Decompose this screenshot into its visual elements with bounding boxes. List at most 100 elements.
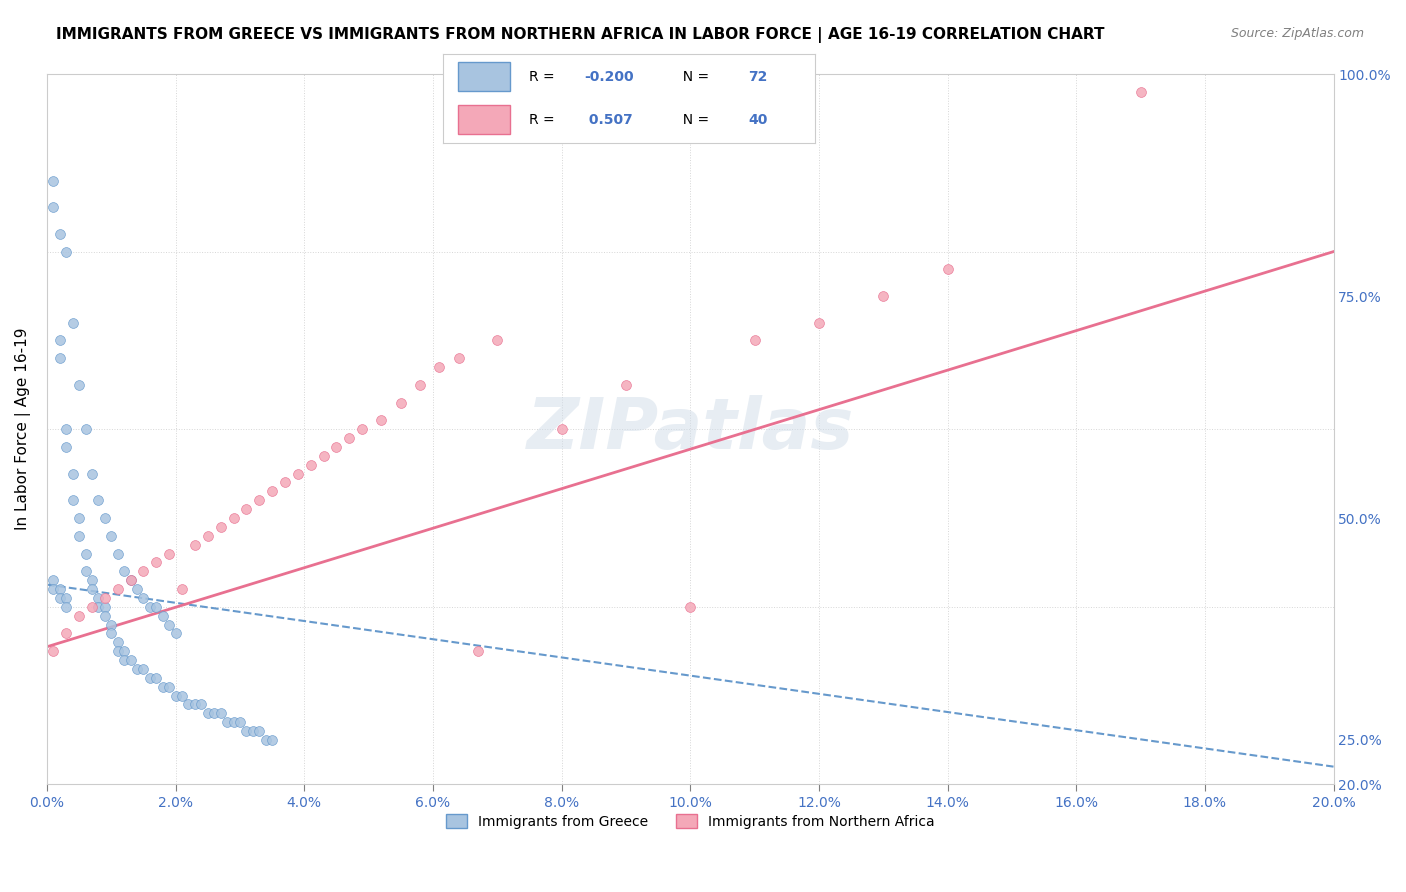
Point <box>42 173 65 187</box>
Point <box>177 698 200 712</box>
Point <box>80 467 103 481</box>
FancyBboxPatch shape <box>458 62 510 91</box>
Point <box>67 511 90 525</box>
Point <box>312 449 335 463</box>
Point <box>49 227 72 241</box>
Point <box>337 431 360 445</box>
Point <box>67 608 90 623</box>
FancyBboxPatch shape <box>458 105 510 134</box>
Point <box>49 582 72 596</box>
Point <box>80 582 103 596</box>
Point <box>55 440 77 454</box>
Point <box>614 377 637 392</box>
Point <box>242 724 264 739</box>
Point <box>145 599 167 614</box>
Point <box>67 377 90 392</box>
Point <box>107 547 129 561</box>
Text: ZIPatlas: ZIPatlas <box>527 394 853 464</box>
Text: 0.507: 0.507 <box>585 112 633 127</box>
Y-axis label: In Labor Force | Age 16-19: In Labor Force | Age 16-19 <box>15 328 31 531</box>
Point <box>62 316 84 330</box>
Point <box>112 644 135 658</box>
Point <box>55 422 77 436</box>
Text: 40: 40 <box>748 112 768 127</box>
Point <box>94 599 117 614</box>
Legend: Immigrants from Greece, Immigrants from Northern Africa: Immigrants from Greece, Immigrants from … <box>440 808 941 834</box>
Point <box>87 493 110 508</box>
Point <box>170 582 193 596</box>
Point <box>170 689 193 703</box>
Point <box>807 316 830 330</box>
Text: IMMIGRANTS FROM GREECE VS IMMIGRANTS FROM NORTHERN AFRICA IN LABOR FORCE | AGE 1: IMMIGRANTS FROM GREECE VS IMMIGRANTS FRO… <box>56 27 1105 43</box>
Point <box>325 440 347 454</box>
Text: R =: R = <box>529 70 558 84</box>
Point <box>299 458 322 472</box>
Point <box>125 662 148 676</box>
Point <box>165 626 187 640</box>
Point <box>55 244 77 259</box>
Point <box>254 733 277 747</box>
Point <box>80 599 103 614</box>
Point <box>145 555 167 569</box>
Point <box>184 698 207 712</box>
Point <box>157 680 180 694</box>
Point <box>486 334 509 348</box>
Point <box>370 413 392 427</box>
Point <box>62 493 84 508</box>
Point <box>427 359 450 374</box>
Text: 72: 72 <box>748 70 768 84</box>
Text: Source: ZipAtlas.com: Source: ZipAtlas.com <box>1230 27 1364 40</box>
Point <box>100 626 122 640</box>
Point <box>100 529 122 543</box>
Point <box>107 582 129 596</box>
Point <box>55 599 77 614</box>
Point <box>55 591 77 605</box>
Point <box>145 671 167 685</box>
Point <box>55 626 77 640</box>
Point <box>287 467 309 481</box>
Point <box>112 653 135 667</box>
Point <box>139 599 162 614</box>
Point <box>197 529 219 543</box>
Point <box>550 422 572 436</box>
Point <box>274 475 297 490</box>
Point <box>235 724 257 739</box>
Point <box>679 599 702 614</box>
Text: R =: R = <box>529 112 558 127</box>
Point <box>67 529 90 543</box>
Point <box>202 706 225 721</box>
Point <box>190 698 212 712</box>
Point <box>49 334 72 348</box>
Point <box>352 422 374 436</box>
Point <box>229 715 252 730</box>
Point <box>235 502 257 516</box>
Point <box>139 671 162 685</box>
Point <box>409 377 432 392</box>
Point <box>209 706 232 721</box>
Point <box>132 662 155 676</box>
Point <box>262 484 284 499</box>
Point <box>152 680 174 694</box>
Point <box>744 334 766 348</box>
Point <box>94 608 117 623</box>
Point <box>120 573 142 587</box>
Point <box>75 547 97 561</box>
Point <box>42 573 65 587</box>
Point <box>152 608 174 623</box>
Point <box>120 653 142 667</box>
Point <box>467 644 489 658</box>
Point <box>100 617 122 632</box>
Point <box>209 520 232 534</box>
Point <box>42 644 65 658</box>
Point <box>80 573 103 587</box>
Point <box>107 644 129 658</box>
Point <box>87 599 110 614</box>
Point <box>1129 85 1152 99</box>
Point <box>217 715 239 730</box>
Point <box>936 262 959 277</box>
Point <box>112 564 135 578</box>
Point <box>132 564 155 578</box>
Text: -0.200: -0.200 <box>585 70 634 84</box>
Point <box>262 733 284 747</box>
Point <box>872 289 894 303</box>
